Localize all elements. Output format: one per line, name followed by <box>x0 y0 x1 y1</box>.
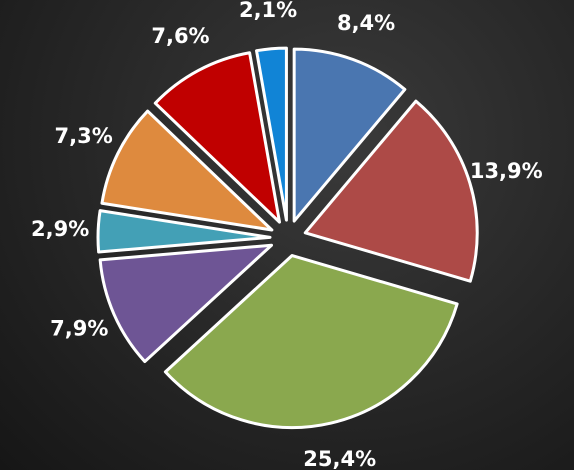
data-label: 8,4% <box>337 11 395 35</box>
pie-slice <box>100 109 274 232</box>
pie-slice <box>153 51 282 224</box>
data-label: 13,9% <box>470 159 543 183</box>
data-label: 7,9% <box>50 317 108 341</box>
data-label: 25,4% <box>303 447 376 470</box>
pie-slice <box>98 243 274 364</box>
pie-slice <box>292 47 407 223</box>
pie-slice <box>96 209 272 254</box>
data-label: 7,3% <box>55 124 113 148</box>
data-label: 2,1% <box>239 0 297 22</box>
pie-slice <box>255 46 288 222</box>
data-label: 2,9% <box>31 217 89 241</box>
pie-slice <box>303 99 479 283</box>
data-label: 7,6% <box>151 24 209 48</box>
pie-slice <box>163 254 459 429</box>
